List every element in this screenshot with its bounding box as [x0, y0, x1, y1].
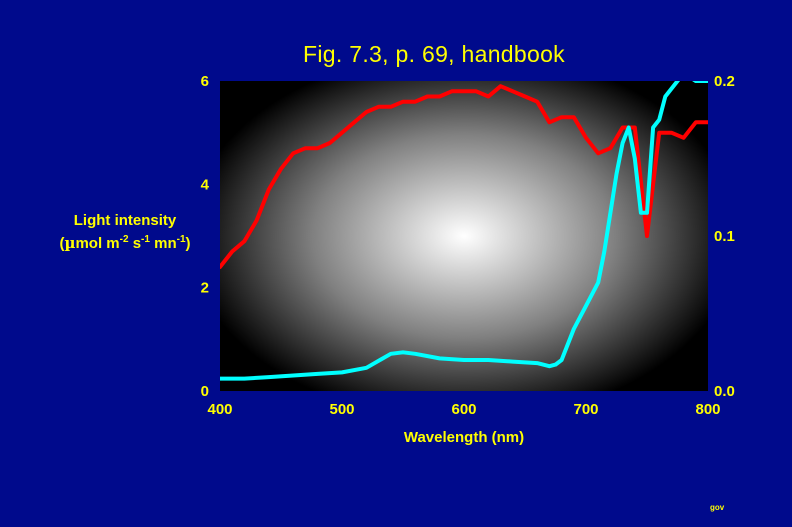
y-axis-label: Light intensity (µmol m-2 s-1 mn-1) [40, 210, 210, 255]
y-label-unit-a: mol m [75, 235, 120, 252]
y-label-exp-b: -1 [141, 234, 150, 245]
x-tick-label: 500 [329, 401, 354, 418]
chart-title: Fig. 7.3, p. 69, handbook [303, 41, 565, 67]
x-tick-label: 800 [695, 401, 720, 418]
y-label-unit-c: mn [149, 235, 177, 252]
y-left-tick-label: 4 [201, 176, 210, 193]
y-label-paren-open: ( [59, 235, 65, 252]
y-label-paren-close: ) [185, 235, 191, 252]
x-tick-label: 700 [573, 401, 598, 418]
x-tick-label: 600 [451, 401, 476, 418]
y-right-tick-label: 0.1 [714, 228, 735, 245]
y-left-tick-label: 0 [201, 383, 209, 400]
x-tick-label: 400 [207, 401, 232, 418]
y-left-tick-label: 6 [201, 73, 209, 90]
y-label-unit-b: s [128, 235, 142, 252]
y-axis-label-line1: Light intensity [73, 212, 177, 229]
series-layer [220, 81, 708, 381]
series-line-right-axis [220, 81, 708, 381]
tick-layer: 400 500 600 700 800 0 2 4 6 0.0 0.1 0.2 [201, 73, 735, 418]
y-left-tick-label: 2 [201, 280, 209, 297]
footer-text: gov [710, 503, 725, 512]
y-label-exp-a: -2 [119, 234, 129, 245]
y-axis-label-line2: (µmol m-2 s-1 mn-1) [40, 232, 210, 255]
y-right-tick-label: 0.2 [714, 73, 735, 90]
y-right-tick-label: 0.0 [714, 383, 735, 400]
x-axis-label: Wavelength (nm) [403, 429, 525, 446]
y-label-mu: µ [64, 234, 76, 252]
y-label-exp-c: -1 [176, 234, 186, 245]
plot-area-gradient [220, 81, 708, 391]
